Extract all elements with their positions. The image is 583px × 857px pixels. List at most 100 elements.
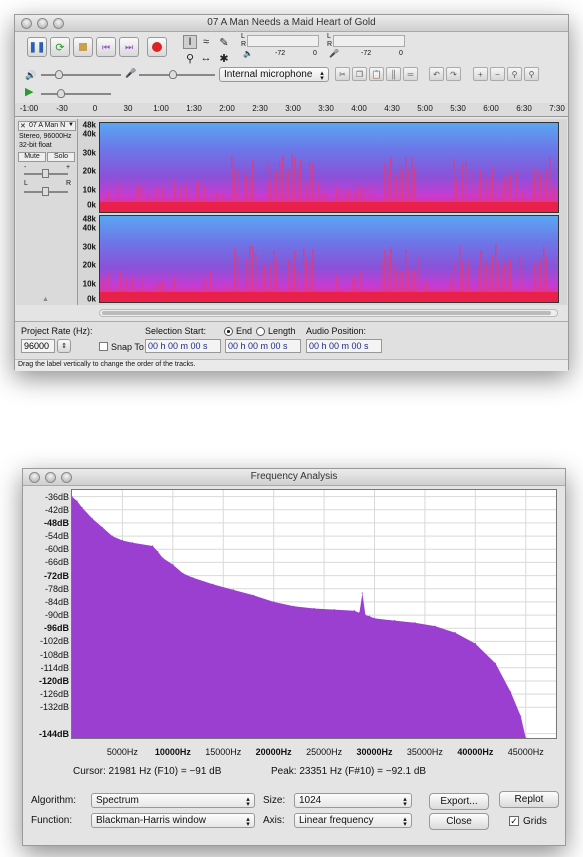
freq-scale-label: 30k	[82, 242, 96, 252]
length-radio[interactable]	[256, 327, 265, 336]
frequency-analysis-window: Frequency Analysis -36dB -42dB -48dB -54dB -…	[22, 468, 566, 846]
spectrogram-burst	[549, 156, 551, 202]
slider-thumb[interactable]	[55, 70, 63, 79]
copy-button[interactable]: ❐	[352, 67, 367, 81]
pan-slider[interactable]	[24, 187, 68, 196]
timeline-ruler[interactable]: -1:00 -30 0 30 1:00 1:30 2:00 2:30 3:00 3:30 4:00 4…	[15, 103, 568, 117]
zoom-out-button[interactable]: −	[490, 67, 505, 81]
cut-button[interactable]: ✂	[335, 67, 350, 81]
zoom-window-button[interactable]	[61, 472, 72, 483]
input-device-select[interactable]: Internal microphone	[219, 67, 329, 82]
y-tick-label: -42dB	[44, 504, 69, 515]
mute-button[interactable]: Mute	[18, 152, 46, 162]
selection-start-label: Selection Start:	[145, 326, 207, 336]
ruler-tick-label: 1:00	[153, 104, 169, 113]
spectrogram-burst	[453, 158, 455, 202]
solo-button[interactable]: Solo	[47, 152, 75, 162]
close-window-button[interactable]	[21, 18, 32, 29]
selection-start-field[interactable]: 00 h 00 m 00 s	[145, 339, 221, 353]
slider-thumb[interactable]	[42, 187, 49, 196]
multi-tool[interactable]: ✱	[217, 51, 231, 65]
selection-end-field[interactable]: 00 h 00 m 00 s	[225, 339, 301, 353]
zoom-tool[interactable]: ⚲	[183, 51, 197, 65]
snap-to-checkbox[interactable]	[99, 342, 108, 351]
play-speed-slider[interactable]	[41, 89, 111, 98]
project-rate-field[interactable]: 96000	[21, 339, 55, 353]
grids-checkbox[interactable]: ✓	[509, 816, 519, 826]
paste-button[interactable]: 📋	[369, 67, 384, 81]
slider-thumb[interactable]	[57, 89, 65, 98]
minimize-window-button[interactable]	[45, 472, 56, 483]
size-select[interactable]: 1024	[294, 793, 412, 808]
trim-button[interactable]: ║	[386, 67, 401, 81]
spectrogram-burst	[300, 159, 302, 202]
pan-right-label: R	[66, 180, 72, 187]
spectrum-area	[72, 496, 526, 738]
spectrogram-burst	[174, 180, 176, 202]
undo-button[interactable]: ↶	[429, 67, 444, 81]
replot-button[interactable]: Replot	[499, 791, 559, 808]
audio-position-field[interactable]: 00 h 00 m 00 s	[306, 339, 382, 353]
freq-scale-label: 20k	[82, 166, 96, 176]
audio-position-label: Audio Position:	[306, 326, 367, 336]
spectrogram-burst	[462, 262, 464, 292]
freq-scale-label: 48k	[82, 214, 96, 224]
selection-tool[interactable]: I	[183, 35, 197, 49]
skip-end-button[interactable]: ⏭	[119, 37, 139, 57]
gain-slider[interactable]	[24, 169, 68, 178]
function-label: Function:	[31, 815, 73, 826]
spectrogram-left-channel[interactable]	[99, 122, 559, 213]
skip-start-icon: ⏮	[101, 41, 111, 52]
spectrogram-burst	[180, 186, 182, 202]
y-tick-label: -90dB	[44, 610, 69, 621]
function-select[interactable]: Blackman-Harris window	[91, 813, 255, 828]
spectrum-plot[interactable]	[71, 489, 557, 739]
rec-meter-l-label: L	[327, 33, 331, 40]
spectrum-point	[364, 614, 367, 616]
loop-button[interactable]: ⟳	[50, 37, 70, 57]
export-button[interactable]: Export...	[429, 793, 489, 810]
scrollbar-thumb[interactable]	[102, 311, 551, 315]
end-radio[interactable]	[224, 327, 233, 336]
track-close-icon[interactable]: ✕	[20, 123, 26, 130]
freq-scale-label: 40k	[82, 223, 96, 233]
record-button[interactable]	[147, 37, 167, 57]
collapse-track-icon[interactable]: ▲	[42, 296, 49, 303]
zoom-window-button[interactable]	[53, 18, 64, 29]
pause-button[interactable]: ❚❚	[27, 37, 47, 57]
fit-selection-button[interactable]: ⚲	[507, 67, 522, 81]
silence-button[interactable]: ═	[403, 67, 418, 81]
minimize-window-button[interactable]	[37, 18, 48, 29]
spectrogram-burst	[354, 278, 356, 292]
stop-button[interactable]	[73, 37, 93, 57]
size-label: Size:	[263, 795, 286, 806]
redo-button[interactable]: ↷	[446, 67, 461, 81]
project-rate-stepper[interactable]: ⇕	[57, 339, 71, 353]
record-volume-slider[interactable]	[139, 70, 215, 79]
spectrogram-burst	[462, 163, 464, 202]
record-meter[interactable]: L R 🎤 -72 0	[325, 33, 407, 59]
zoom-in-button[interactable]: +	[473, 67, 488, 81]
window-controls	[29, 472, 72, 483]
fit-selection-icon: ⚲	[511, 69, 518, 79]
close-button[interactable]: Close	[429, 813, 489, 830]
spectrogram-right-channel[interactable]	[99, 215, 559, 303]
skip-start-button[interactable]: ⏮	[96, 37, 116, 57]
fit-project-button[interactable]: ⚲	[524, 67, 539, 81]
playback-volume-slider[interactable]	[41, 70, 121, 79]
algorithm-select[interactable]: Spectrum	[91, 793, 255, 808]
axis-select[interactable]: Linear frequency	[294, 813, 412, 828]
slider-thumb[interactable]	[42, 169, 49, 178]
silence-icon: ═	[407, 69, 414, 79]
time-shift-tool[interactable]: ↔	[199, 51, 213, 65]
envelope-tool[interactable]: ≈	[199, 35, 213, 49]
paste-icon: 📋	[371, 69, 382, 79]
spectrogram-burst	[546, 256, 548, 292]
slider-thumb[interactable]	[169, 70, 177, 79]
draw-tool[interactable]: ✎	[217, 35, 231, 49]
playback-meter[interactable]: L R 🔈 -72 0	[239, 33, 321, 59]
track-name-menu[interactable]: ✕ 07 A Man N ▼	[18, 121, 76, 131]
close-window-button[interactable]	[29, 472, 40, 483]
horizontal-scrollbar[interactable]	[99, 309, 558, 317]
play-at-speed-icon[interactable]: ▶	[25, 86, 34, 98]
